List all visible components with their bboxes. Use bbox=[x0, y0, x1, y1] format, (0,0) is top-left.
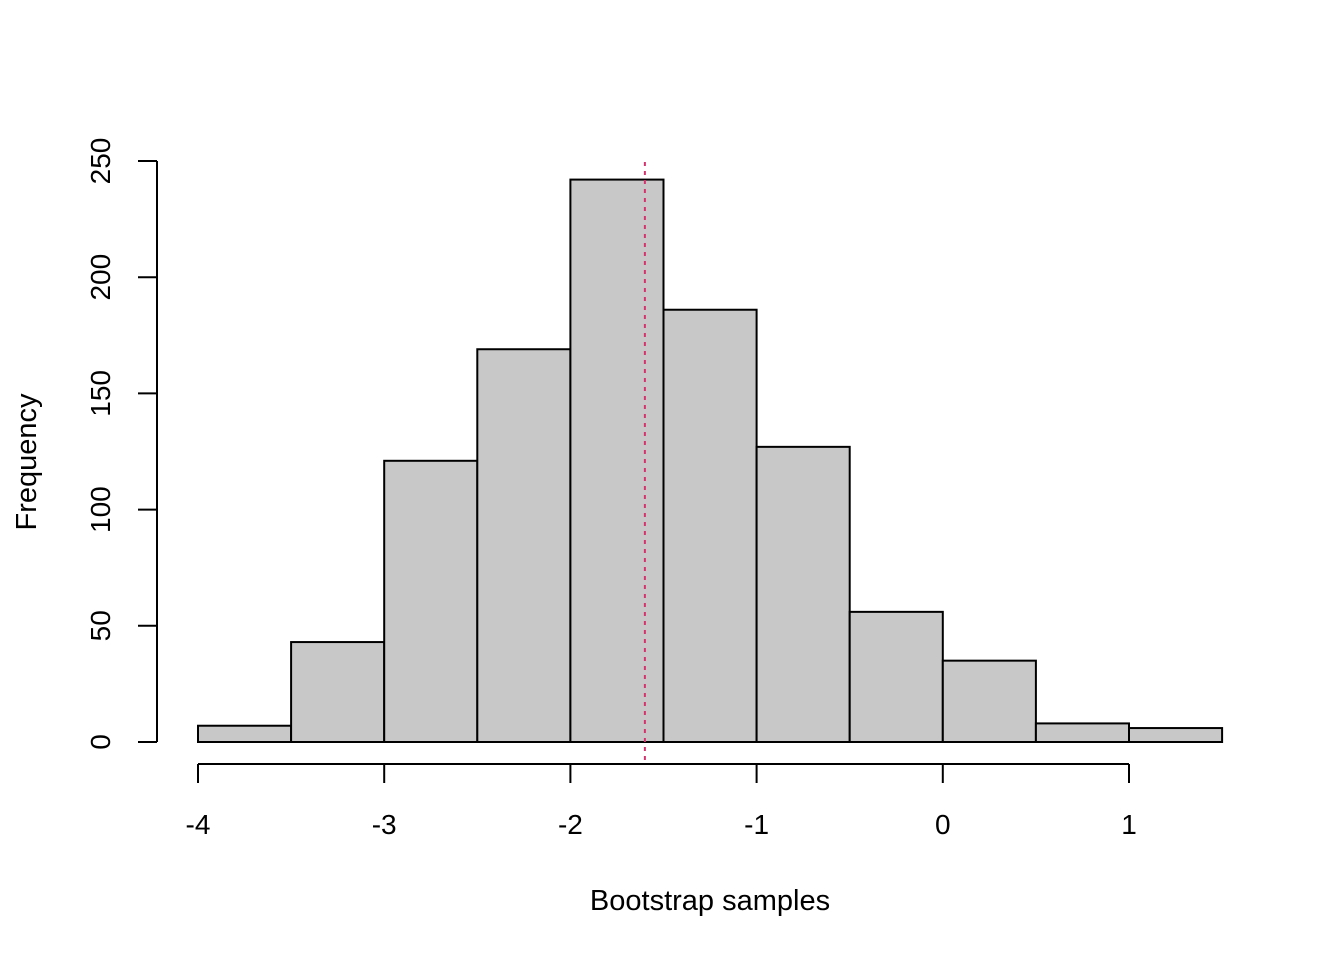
y-tick-label: 150 bbox=[85, 370, 116, 417]
histogram-bar bbox=[755, 445, 851, 743]
y-tick-label: 250 bbox=[85, 138, 116, 185]
histogram-bar bbox=[941, 659, 1037, 743]
histogram-bar bbox=[569, 178, 665, 744]
x-axis: -4 -3 -2 -1 0 1 bbox=[186, 763, 1137, 840]
x-axis-title: Bootstrap samples bbox=[590, 885, 830, 917]
histogram-bar bbox=[290, 641, 386, 743]
histogram-bar bbox=[197, 724, 293, 743]
x-tick-label: -3 bbox=[372, 809, 397, 840]
histogram-bar bbox=[476, 348, 572, 743]
bars-layer bbox=[197, 178, 1224, 744]
y-axis: 0 50 100 150 200 250 bbox=[85, 138, 158, 750]
y-tick-label: 0 bbox=[85, 734, 116, 750]
x-tick-label: -2 bbox=[558, 809, 583, 840]
y-tick-label: 200 bbox=[85, 254, 116, 301]
x-tick-label: 1 bbox=[1121, 809, 1137, 840]
histogram-bar bbox=[848, 610, 944, 744]
x-tick-label: 0 bbox=[935, 809, 951, 840]
histogram-bar bbox=[662, 308, 758, 743]
histogram-bar bbox=[383, 459, 479, 743]
histogram-bar bbox=[1034, 722, 1131, 744]
histogram-bar bbox=[1128, 727, 1224, 744]
x-tick-label: -1 bbox=[744, 809, 769, 840]
y-tick-label: 100 bbox=[85, 486, 116, 533]
y-axis-title: Frequency bbox=[11, 393, 43, 531]
x-tick-label: -4 bbox=[186, 809, 211, 840]
y-tick-label: 50 bbox=[85, 610, 116, 641]
